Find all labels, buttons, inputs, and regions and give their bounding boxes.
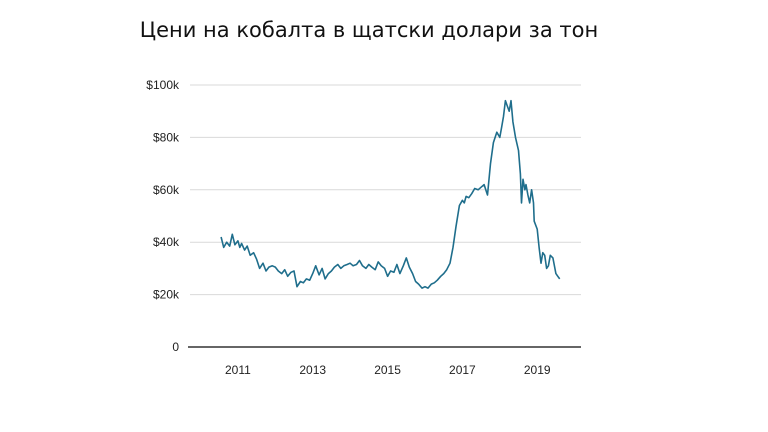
x-tick-label: 2015: [374, 363, 401, 377]
x-axis-tick-labels: 2011 2013 2015 2017 2019: [225, 363, 551, 377]
y-axis-tick-labels: 0 $20k $40k $60k $80k $100k: [146, 78, 180, 354]
x-tick-label: 2019: [524, 363, 551, 377]
grid-lines: [190, 84, 581, 296]
x-tick-label: 2013: [299, 363, 326, 377]
y-tick-label: $40k: [153, 235, 180, 249]
y-tick-label: $20k: [153, 288, 180, 302]
x-tick-label: 2011: [225, 363, 251, 377]
y-tick-label: $60k: [153, 183, 180, 197]
series-line-0: [220, 99, 561, 289]
chart-title: Цени на кобалта в щатски долари за тон: [139, 18, 599, 42]
x-tick-label: 2017: [449, 363, 476, 377]
price-series: [220, 99, 561, 289]
y-tick-label: $80k: [153, 130, 180, 144]
y-tick-label: $100k: [146, 78, 180, 92]
y-tick-label: 0: [172, 340, 179, 354]
